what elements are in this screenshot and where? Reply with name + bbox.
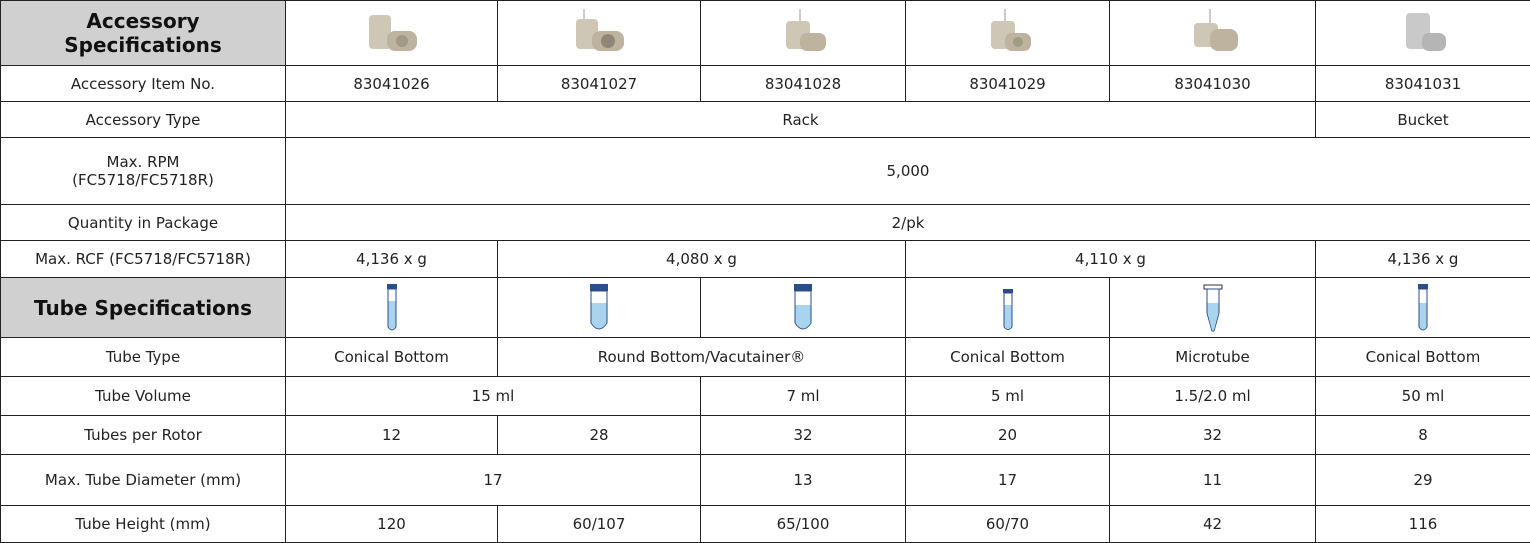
- cell: Conical Bottom: [906, 338, 1110, 377]
- cell: 4,136 x g: [286, 241, 498, 278]
- rack-photo: [906, 1, 1110, 66]
- cell: Round Bottom/Vacutainer®: [498, 338, 906, 377]
- cell: 4,136 x g: [1316, 241, 1530, 278]
- cell: 83041030: [1110, 66, 1316, 102]
- cell: 83041026: [286, 66, 498, 102]
- cell: 2/pk: [286, 205, 1530, 241]
- row-label: Quantity in Package: [1, 205, 286, 241]
- cell: 83041031: [1316, 66, 1530, 102]
- row-label: Tube Height (mm): [1, 506, 286, 543]
- rack-photo: [1110, 1, 1316, 66]
- row-label: Max. RCF (FC5718/FC5718R): [1, 241, 286, 278]
- row-label: Accessory Type: [1, 102, 286, 138]
- cell: 116: [1316, 506, 1530, 543]
- cell: 1.5/2.0 ml: [1110, 377, 1316, 416]
- accessory-header-row: Accessory Specifications: [1, 1, 1530, 66]
- cell: 4,080 x g: [498, 241, 906, 278]
- tube-header-row: Tube Specifications: [1, 278, 1530, 338]
- tube-icon: [906, 278, 1110, 338]
- cell: 29: [1316, 455, 1530, 506]
- row: Quantity in Package 2/pk: [1, 205, 1530, 241]
- cell: 17: [906, 455, 1110, 506]
- cell: 7 ml: [701, 377, 906, 416]
- row: Max. RPM (FC5718/FC5718R) 5,000: [1, 138, 1530, 205]
- tube-icon: [1316, 278, 1530, 338]
- row: Tube Height (mm) 120 60/107 65/100 60/70…: [1, 506, 1530, 543]
- tube-icon: [1110, 278, 1316, 338]
- cell: Rack: [286, 102, 1316, 138]
- row: Max. Tube Diameter (mm) 17 13 17 11 29: [1, 455, 1530, 506]
- section-title: Tube Specifications: [1, 278, 286, 338]
- row: Max. RCF (FC5718/FC5718R) 4,136 x g 4,08…: [1, 241, 1530, 278]
- cell: 83041029: [906, 66, 1110, 102]
- row: Tubes per Rotor 12 28 32 20 32 8: [1, 416, 1530, 455]
- cell: 17: [286, 455, 701, 506]
- tube-icon: [286, 278, 498, 338]
- tube-icon: [701, 278, 906, 338]
- bucket-photo: [1316, 1, 1530, 66]
- cell: 8: [1316, 416, 1530, 455]
- cell: 32: [701, 416, 906, 455]
- cell: 5,000: [286, 138, 1530, 205]
- cell: 120: [286, 506, 498, 543]
- cell: 15 ml: [286, 377, 701, 416]
- cell: 12: [286, 416, 498, 455]
- cell: 83041028: [701, 66, 906, 102]
- cell: 20: [906, 416, 1110, 455]
- cell: Bucket: [1316, 102, 1530, 138]
- row: Tube Type Conical Bottom Round Bottom/Va…: [1, 338, 1530, 377]
- cell: 60/70: [906, 506, 1110, 543]
- cell: 4,110 x g: [906, 241, 1316, 278]
- cell: 83041027: [498, 66, 701, 102]
- rack-photo: [286, 1, 498, 66]
- rack-photo: [701, 1, 906, 66]
- cell: 5 ml: [906, 377, 1110, 416]
- row-label: Max. Tube Diameter (mm): [1, 455, 286, 506]
- cell: 28: [498, 416, 701, 455]
- rack-photo: [498, 1, 701, 66]
- row-label: Max. RPM (FC5718/FC5718R): [1, 138, 286, 205]
- cell: 65/100: [701, 506, 906, 543]
- row-label: Accessory Item No.: [1, 66, 286, 102]
- row-label: Tube Volume: [1, 377, 286, 416]
- cell: Conical Bottom: [1316, 338, 1530, 377]
- cell: Conical Bottom: [286, 338, 498, 377]
- row-label: Tube Type: [1, 338, 286, 377]
- cell: 42: [1110, 506, 1316, 543]
- cell: 60/107: [498, 506, 701, 543]
- tube-icon: [498, 278, 701, 338]
- row: Accessory Item No. 83041026 83041027 830…: [1, 66, 1530, 102]
- cell: 13: [701, 455, 906, 506]
- row-label: Tubes per Rotor: [1, 416, 286, 455]
- row: Accessory Type Rack Bucket: [1, 102, 1530, 138]
- section-title: Accessory Specifications: [1, 1, 286, 66]
- cell: 11: [1110, 455, 1316, 506]
- cell: 50 ml: [1316, 377, 1530, 416]
- row: Tube Volume 15 ml 7 ml 5 ml 1.5/2.0 ml 5…: [1, 377, 1530, 416]
- cell: Microtube: [1110, 338, 1316, 377]
- cell: 32: [1110, 416, 1316, 455]
